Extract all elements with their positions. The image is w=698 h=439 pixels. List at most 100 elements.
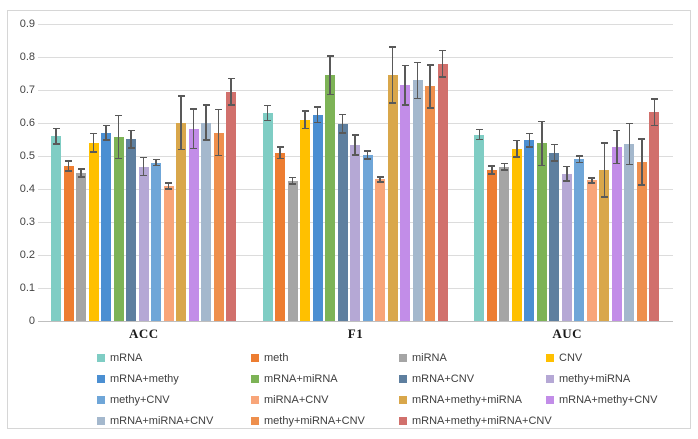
bar-AUC-mRNA <box>474 134 485 321</box>
bar-ACC-mRNA+miRNA <box>113 136 124 321</box>
error-bar-AUC-mRNA+methy <box>528 133 531 147</box>
error-bar-cap <box>638 138 646 140</box>
error-bar-cap <box>264 119 272 122</box>
bar-AUC-mRNA+miRNA+CNV <box>624 143 635 321</box>
legend-item-mRNA+methy+miRNA: mRNA+methy+miRNA <box>399 394 522 406</box>
error-bar-cap <box>376 181 384 183</box>
legend-item-meth: meth <box>251 352 288 364</box>
bar-AUC-methy+miRNA+CNV <box>636 161 647 321</box>
error-bar-AUC-mRNA+methy+CNV <box>616 130 618 164</box>
bar-AUC-mRNA+methy+miRNA+CNV <box>649 112 660 321</box>
bar-AUC-CNV <box>511 148 522 321</box>
error-bar-cap <box>215 108 222 111</box>
error-bar-cap <box>215 154 222 157</box>
bar-ACC-mRNA+methy <box>101 132 111 321</box>
error-bar-cap <box>414 97 422 100</box>
error-bar-cap <box>600 196 608 198</box>
bar-F1-mRNA+CNV <box>337 123 348 321</box>
error-bar-AUC-mRNA+methy+miRNA <box>603 142 606 197</box>
error-bar-cap <box>289 183 297 185</box>
legend-swatch-icon <box>399 354 407 362</box>
error-bar-cap <box>227 77 235 80</box>
error-bar-cap <box>65 160 72 162</box>
legend-label: mRNA+CNV <box>412 373 475 385</box>
error-bar-cap <box>152 164 160 167</box>
bar-F1-mRNA <box>262 113 273 321</box>
legend-item-mRNA+methy+miRNA+CNV: mRNA+methy+miRNA+CNV <box>399 415 552 427</box>
bar-ACC-mRNA+methy+miRNA+CNV <box>226 91 236 321</box>
legend-item-mRNA+miRNA: mRNA+miRNA <box>251 373 338 385</box>
bar-F1-methy+miRNA+CNV <box>425 86 436 321</box>
bar-AUC-methy+CNV <box>574 159 585 321</box>
error-bar-cap <box>264 104 272 107</box>
bar-F1-mRNA+miRNA <box>325 75 336 321</box>
y-axis-tick-label: 0.2 <box>19 249 35 261</box>
bar-ACC-mRNA+miRNA+CNV <box>201 122 211 321</box>
error-bar-cap <box>550 143 558 146</box>
error-bar-cap <box>301 110 309 112</box>
legend-label: mRNA+miRNA <box>264 373 338 385</box>
bar-AUC-mRNA+methy+CNV <box>611 147 622 321</box>
error-bar-cap <box>513 156 521 158</box>
error-bar-cap <box>339 113 347 116</box>
error-bar-cap <box>65 170 72 172</box>
bar-F1-meth <box>275 152 286 321</box>
error-bar-cap <box>140 174 147 177</box>
gridline-y-0.9 <box>38 24 673 25</box>
error-bar-F1-methy+CNV <box>366 151 369 159</box>
bar-F1-mRNA+methy+miRNA+CNV <box>437 63 448 321</box>
gridline-y-0.6 <box>38 123 673 124</box>
y-axis-tick-label: 0.6 <box>19 117 35 129</box>
error-bar-F1-mRNA+miRNA+CNV <box>416 62 419 99</box>
error-bar-cap <box>488 165 496 167</box>
legend-swatch-icon <box>399 396 407 404</box>
legend-swatch-icon <box>97 396 105 404</box>
error-bar-cap <box>127 147 135 149</box>
bar-F1-mRNA+miRNA+CNV <box>412 80 423 321</box>
error-bar-ACC-mRNA <box>55 128 57 145</box>
error-bar-cap <box>475 128 483 131</box>
legend-swatch-icon <box>251 375 259 383</box>
bar-AUC-mRNA+methy <box>524 140 535 321</box>
gridline-y-0.7 <box>38 90 673 91</box>
error-bar-cap <box>276 157 284 160</box>
error-bar-cap <box>550 160 558 162</box>
y-axis-tick-label: 0 <box>28 315 35 327</box>
error-bar-F1-mRNA+methy+miRNA+CNV <box>441 50 444 77</box>
legend-label: mRNA <box>110 352 143 364</box>
error-bar-cap <box>414 61 422 64</box>
legend-label: mRNA+miRNA+CNV <box>110 415 214 427</box>
bar-F1-miRNA <box>287 180 298 321</box>
error-bar-cap <box>326 93 334 96</box>
error-bar-cap <box>538 164 546 167</box>
error-bar-cap <box>538 120 546 123</box>
error-bar-ACC-mRNA+methy <box>105 125 107 141</box>
bar-ACC-miRNA <box>76 173 86 321</box>
legend-item-CNV: CNV <box>546 352 582 364</box>
error-bar-cap <box>389 102 397 104</box>
error-bar-cap <box>102 124 110 127</box>
legend-label: miRNA+CNV <box>264 394 329 406</box>
error-bar-F1-CNV <box>304 110 306 129</box>
error-bar-ACC-methy+miRNA+CNV <box>217 109 220 156</box>
error-bar-cap <box>439 76 447 78</box>
error-bar-cap <box>364 150 372 152</box>
legend-swatch-icon <box>251 354 259 362</box>
legend-item-mRNA+methy: mRNA+methy <box>97 373 179 385</box>
error-bar-cap <box>326 55 334 57</box>
error-bar-cap <box>575 155 583 157</box>
error-bar-cap <box>90 132 97 135</box>
error-bar-AUC-meth <box>491 165 493 174</box>
error-bar-AUC-miRNA+CNV <box>591 177 593 184</box>
error-bar-cap <box>439 49 447 52</box>
error-bar-cap <box>115 157 122 160</box>
bar-ACC-methy+miRNA+CNV <box>213 132 224 321</box>
error-bar-cap <box>289 176 297 179</box>
error-bar-cap <box>276 146 284 148</box>
error-bar-cap <box>389 46 397 48</box>
bar-AUC-mRNA+methy+miRNA <box>599 169 610 321</box>
legend-swatch-icon <box>546 396 554 404</box>
error-bar-cap <box>351 154 359 156</box>
error-bar-cap <box>613 162 621 165</box>
error-bar-ACC-methy+miRNA <box>142 157 145 176</box>
